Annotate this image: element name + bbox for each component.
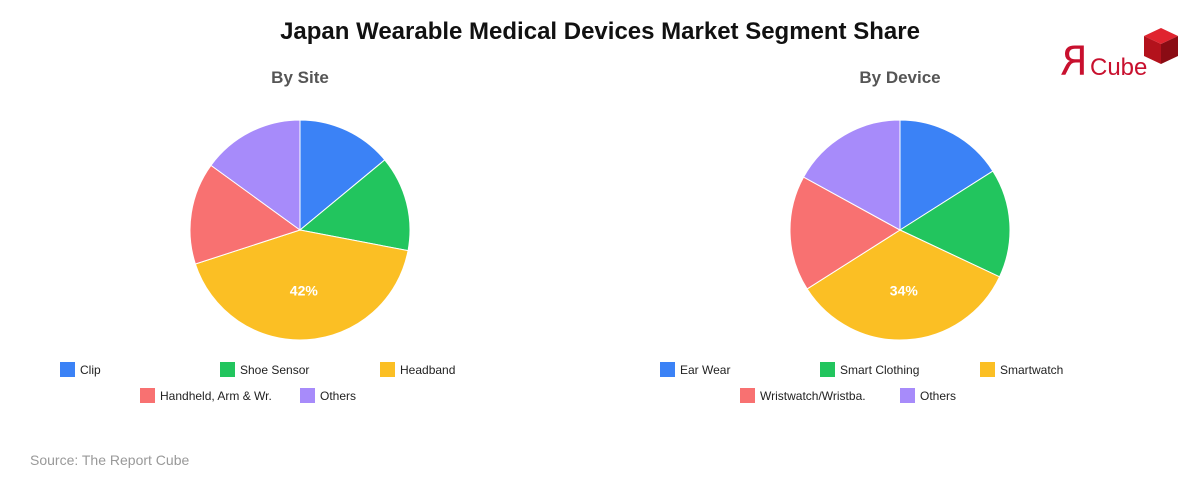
legend-item: Others (300, 388, 356, 403)
chart-title: Japan Wearable Medical Devices Market Se… (280, 18, 920, 45)
legend-swatch (740, 388, 755, 403)
pie-slice-others (210, 119, 301, 231)
report-cube-logo: R Cube (1060, 26, 1180, 85)
legend-label: Ear Wear (680, 362, 731, 377)
legend-item: Ear Wear (660, 362, 730, 377)
legend-label: Smart Clothing (840, 362, 920, 377)
legend-label: Shoe Sensor (240, 362, 310, 377)
legend-swatch (60, 362, 75, 377)
legend-label: Handheld, Arm & Wr. (160, 388, 272, 403)
subtitle-by-device: By Device (859, 68, 941, 87)
pie-slice-smartwatch (806, 229, 1001, 341)
pie-slice-smart-clothing (898, 170, 1011, 278)
legend-label: Headband (400, 362, 456, 377)
legend-item: Wristwatch/Wristba. (740, 388, 866, 403)
data-label: 34% (890, 282, 919, 298)
data-label: 42% (290, 282, 319, 298)
legend-item: Handheld, Arm & Wr. (140, 388, 272, 403)
logo-text: Cube (1090, 54, 1148, 81)
legend-item: Others (900, 388, 956, 403)
cube-icon (1144, 28, 1178, 64)
legend-label: Smartwatch (1000, 362, 1064, 377)
legend-swatch (380, 362, 395, 377)
legend-swatch (300, 388, 315, 403)
pie-slice-others (802, 119, 901, 231)
legend-swatch (220, 362, 235, 377)
legend-swatch (660, 362, 675, 377)
legend-item: Smartwatch (980, 362, 1063, 377)
legend-item: Clip (60, 362, 101, 377)
legend-item: Shoe Sensor (220, 362, 309, 377)
legend-item: Smart Clothing (820, 362, 919, 377)
legend-swatch (900, 388, 915, 403)
pie-slice-handheld-arm-wr (189, 164, 302, 265)
pie-slice-headband (194, 229, 409, 341)
pie-chart-by-site: 42% (189, 119, 411, 341)
pie-chart-by-device: 34% (789, 119, 1011, 341)
legend-item: Headband (380, 362, 455, 377)
subtitle-by-site: By Site (271, 68, 329, 87)
legend-label: Others (920, 388, 957, 403)
pie-slice-shoe-sensor (298, 159, 411, 252)
legend-swatch (140, 388, 155, 403)
legend-label: Wristwatch/Wristba. (760, 388, 866, 403)
legend-label: Others (320, 388, 357, 403)
pie-slice-clip (299, 119, 386, 232)
legend-swatch (980, 362, 995, 377)
pie-slice-wristwatch-wristba (789, 176, 901, 290)
legend-swatch (820, 362, 835, 377)
legend-label: Clip (80, 362, 101, 377)
pie-slice-ear-wear (899, 119, 994, 231)
source-note: Source: The Report Cube (30, 452, 190, 468)
